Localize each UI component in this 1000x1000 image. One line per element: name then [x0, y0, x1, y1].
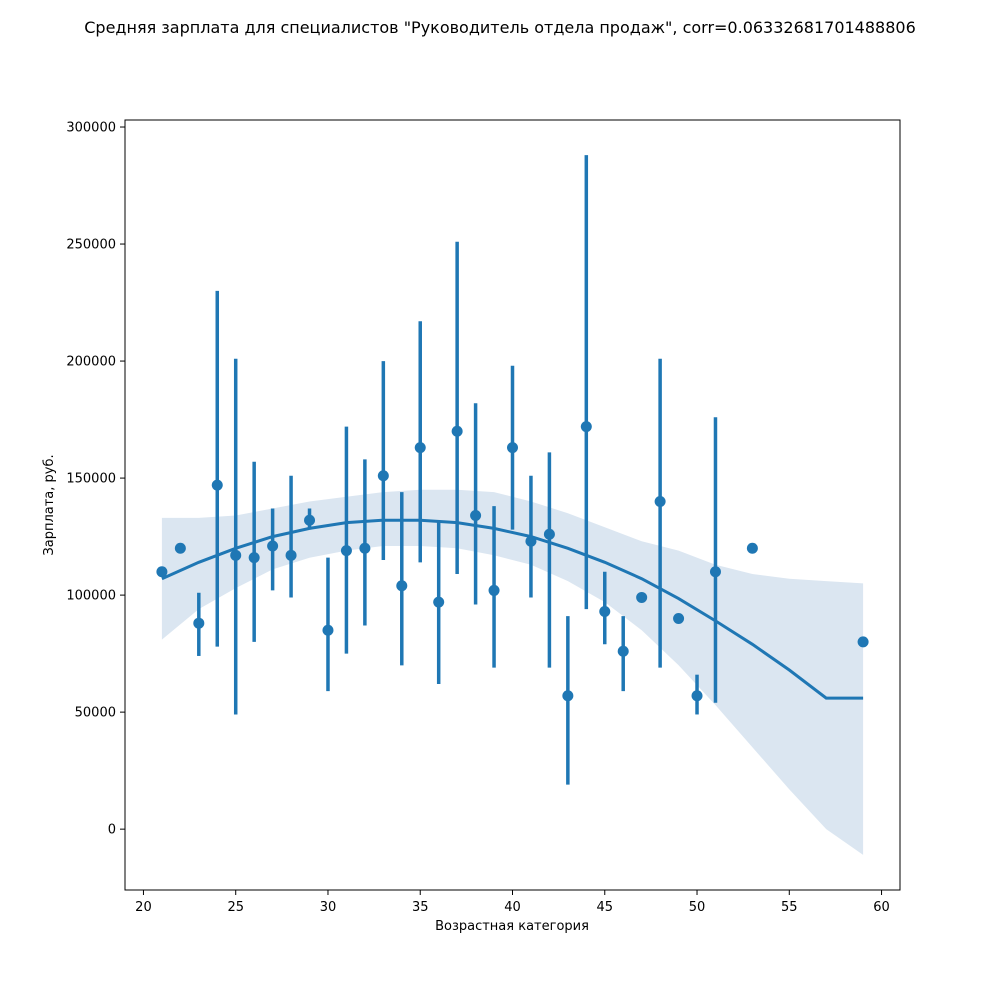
y-tick-label: 300000: [66, 121, 116, 136]
data-point: [340, 545, 352, 557]
data-point: [174, 542, 186, 554]
data-point: [396, 580, 408, 592]
y-tick-label: 0: [108, 823, 116, 838]
data-point: [285, 549, 297, 561]
regression-line: [161, 518, 864, 700]
data-point: [322, 624, 334, 636]
x-tick-label: 35: [412, 900, 429, 915]
data-point: [193, 617, 205, 629]
y-axis-label: Зарплата, руб.: [42, 454, 57, 555]
data-point: [746, 542, 758, 554]
data-point: [359, 542, 371, 554]
data-point: [156, 566, 168, 578]
data-point: [654, 495, 666, 507]
data-point: [470, 510, 482, 522]
x-tick-label: 45: [596, 900, 613, 915]
data-point: [636, 591, 648, 603]
data-point: [248, 552, 260, 564]
x-tick-label: 40: [504, 900, 521, 915]
y-tick-label: 100000: [66, 589, 116, 604]
data-point: [433, 596, 445, 608]
data-point: [304, 514, 316, 526]
error-bars-layer: [197, 155, 718, 785]
chart-title: Средняя зарплата для специалистов "Руков…: [84, 18, 916, 37]
points-layer: [156, 421, 869, 702]
y-tick-label: 150000: [66, 472, 116, 487]
regression-line-layer: [161, 518, 864, 700]
data-point: [414, 442, 426, 454]
data-point: [617, 645, 629, 657]
y-tick-label: 250000: [66, 238, 116, 253]
x-axis-ticks: 20 25 30 35 40 45 50 55 60: [135, 890, 890, 915]
data-point: [451, 425, 463, 437]
confidence-band-layer: [161, 489, 864, 855]
data-point: [507, 442, 518, 454]
data-point: [580, 421, 592, 433]
data-point: [230, 549, 242, 561]
data-point: [857, 636, 869, 648]
data-point: [562, 690, 574, 702]
x-tick-label: 20: [135, 900, 152, 915]
data-point: [599, 605, 611, 617]
data-point: [691, 690, 703, 702]
x-tick-label: 50: [689, 900, 706, 915]
x-tick-label: 60: [873, 900, 890, 915]
y-tick-label: 200000: [66, 355, 116, 370]
data-point: [267, 540, 279, 552]
x-tick-label: 55: [781, 900, 798, 915]
y-axis-ticks: 0 50000 100000 150000 200000 250000 300000: [66, 121, 125, 838]
y-tick-label: 50000: [75, 706, 116, 721]
x-tick-label: 30: [320, 900, 337, 915]
data-point: [709, 566, 721, 578]
x-axis-label: Возрастная категория: [435, 919, 589, 934]
data-point: [211, 479, 223, 491]
data-point: [673, 613, 685, 625]
data-point: [377, 470, 389, 482]
data-point: [543, 528, 555, 540]
confidence-band: [161, 489, 864, 855]
x-tick-label: 25: [227, 900, 244, 915]
data-point: [525, 535, 537, 547]
data-point: [488, 584, 500, 596]
